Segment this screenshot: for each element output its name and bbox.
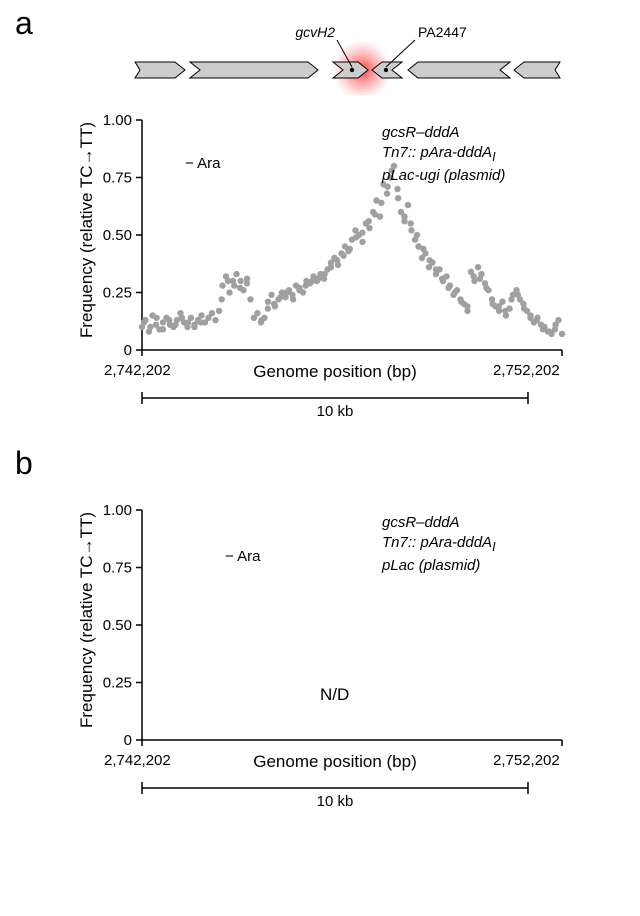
scale-label-b: 10 kb (317, 793, 354, 810)
legend-b-line3: pLac (plasmid) (382, 557, 480, 574)
legend-a-sub: I (492, 150, 495, 164)
nd-text: N/D (320, 685, 349, 705)
gene-diagram: gcvH2 PA2447 (100, 25, 570, 95)
legend-a: gcsR–dddA Tn7:: pAra-dddAI pLac-ugi (pla… (382, 123, 505, 186)
legend-b: gcsR–dddA Tn7:: pAra-dddAI pLac (plasmid… (382, 513, 496, 576)
legend-b-sub: I (492, 540, 495, 554)
svg-text:0.75: 0.75 (103, 560, 132, 577)
svg-text:0.25: 0.25 (103, 285, 132, 302)
panel-label-a: a (15, 5, 33, 42)
legend-a-line2: Tn7:: pAra-dddA (382, 144, 492, 161)
x-min-a: 2,742,202 (104, 362, 171, 379)
condition-a: − Ara (185, 155, 220, 172)
svg-text:1.00: 1.00 (103, 112, 132, 129)
scale-bar-b: 10 kb (100, 780, 570, 810)
gene-label-gcvh2: gcvH2 (295, 25, 335, 40)
x-max-a: 2,752,202 (493, 362, 560, 379)
y-axis-label-a: Frequency (relative TC→TT) (77, 115, 97, 345)
svg-text:0: 0 (124, 342, 132, 359)
svg-text:0.50: 0.50 (103, 617, 132, 634)
legend-a-line1: gcsR–dddA (382, 124, 460, 141)
svg-text:0.75: 0.75 (103, 170, 132, 187)
svg-text:0: 0 (124, 732, 132, 749)
condition-b: − Ara (225, 548, 260, 565)
x-max-b: 2,752,202 (493, 752, 560, 769)
svg-text:0.25: 0.25 (103, 675, 132, 692)
svg-text:0.50: 0.50 (103, 227, 132, 244)
scale-label-a: 10 kb (317, 403, 354, 420)
gene-label-pa2447: PA2447 (418, 25, 467, 40)
y-axis-label-b: Frequency (relative TC→TT) (77, 505, 97, 735)
x-min-b: 2,742,202 (104, 752, 171, 769)
legend-b-line1: gcsR–dddA (382, 514, 460, 531)
legend-a-line3: pLac-ugi (plasmid) (382, 167, 505, 184)
panel-label-b: b (15, 445, 33, 482)
svg-text:1.00: 1.00 (103, 502, 132, 519)
scale-bar-a: 10 kb (100, 390, 570, 420)
chart-b: 0 0.25 0.50 0.75 1.00 (100, 500, 570, 770)
legend-b-line2: Tn7:: pAra-dddA (382, 534, 492, 551)
